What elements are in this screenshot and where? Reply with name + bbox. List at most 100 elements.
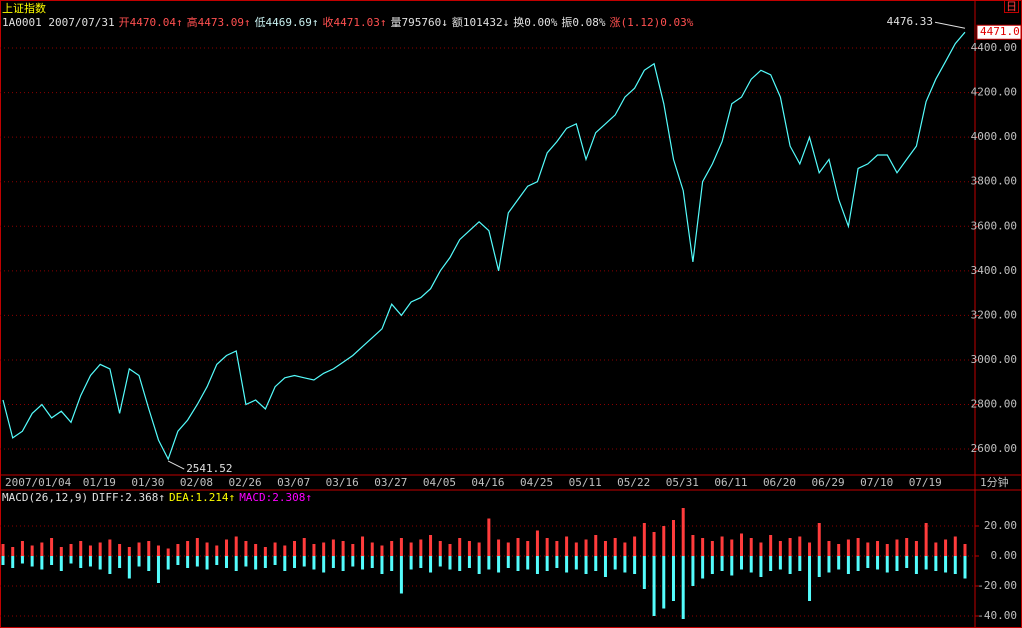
macd-bar xyxy=(399,556,403,594)
macd-bar xyxy=(176,544,180,556)
macd-bar xyxy=(944,556,948,573)
macd-bar xyxy=(565,536,569,556)
macd-bar xyxy=(429,556,433,573)
y-tick-label: 0.00 xyxy=(991,549,1018,562)
x-tick-label: 03/27 xyxy=(374,476,407,489)
macd-bar xyxy=(322,556,326,573)
macd-bar xyxy=(147,556,151,571)
macd-bar xyxy=(244,541,248,556)
macd-bar xyxy=(953,536,957,556)
info-item: 低4469.69↑ xyxy=(254,16,319,29)
macd-bar xyxy=(50,538,54,556)
macd-bar xyxy=(215,545,219,556)
macd-bar xyxy=(769,535,773,556)
macd-bar xyxy=(409,542,413,556)
y-tick-label: 4400.00 xyxy=(971,41,1017,54)
macd-bar xyxy=(419,556,423,568)
macd-bar xyxy=(467,556,471,568)
leader xyxy=(934,21,966,29)
y-tick-label: 3400.00 xyxy=(971,264,1017,277)
macd-bar xyxy=(390,556,394,571)
macd-bar xyxy=(293,556,297,568)
macd-bar xyxy=(788,538,792,556)
y-tick-label: 2800.00 xyxy=(971,397,1017,410)
macd-bar xyxy=(720,536,724,556)
x-tick-label: 04/25 xyxy=(520,476,553,489)
macd-bar xyxy=(302,556,306,567)
macd-bar xyxy=(924,556,928,570)
macd-bar xyxy=(322,542,326,556)
macd-bar xyxy=(584,556,588,574)
y-tick-label: 3600.00 xyxy=(971,219,1017,232)
macd-bar xyxy=(778,556,782,570)
macd-bar xyxy=(137,556,141,567)
macd-bar xyxy=(642,556,646,589)
macd-bar xyxy=(671,520,675,556)
y-tick-label: -20.00 xyxy=(977,579,1017,592)
last-price-box xyxy=(976,24,1022,40)
macd-bar xyxy=(526,556,530,570)
macd-bar xyxy=(166,556,170,570)
macd-bar xyxy=(263,556,267,568)
macd-bar xyxy=(808,556,812,601)
macd-bar xyxy=(98,542,102,556)
macd-bar xyxy=(701,538,705,556)
x-tick-label: 04/05 xyxy=(423,476,456,489)
macd-header: MACD(26,12,9) DIFF:2.368↑ DEA:1.214↑ MACD:2… xyxy=(2,491,316,504)
macd-bar xyxy=(361,556,365,570)
macd-bar xyxy=(516,556,520,571)
macd-bar xyxy=(846,539,850,556)
macd-bar xyxy=(224,539,228,556)
macd-bar xyxy=(59,547,63,556)
macd-bar xyxy=(244,556,248,567)
macd-bar xyxy=(234,536,238,556)
macd-bar xyxy=(613,538,617,556)
macd-bar xyxy=(254,556,258,570)
min-label: 2541.52 xyxy=(186,462,232,475)
macd-bar xyxy=(50,556,54,565)
macd-bar xyxy=(156,556,160,583)
macd-bar xyxy=(633,556,637,574)
macd-bar xyxy=(438,541,442,556)
macd-bar xyxy=(390,541,394,556)
period-icon[interactable]: 日 xyxy=(1004,0,1019,13)
macd-bar xyxy=(710,541,714,556)
macd-bar xyxy=(691,556,695,586)
macd-bar xyxy=(905,556,909,568)
macd-bar xyxy=(633,536,637,556)
last-price: 4471.0 xyxy=(980,25,1020,38)
macd-bar xyxy=(293,541,297,556)
macd-bar xyxy=(934,556,938,571)
macd-bar xyxy=(341,541,345,556)
macd-bar xyxy=(477,542,481,556)
macd-bar xyxy=(458,556,462,571)
macd-bar xyxy=(740,533,744,556)
macd-bar xyxy=(361,536,365,556)
info-item: 1A0001 2007/07/31 xyxy=(2,16,115,29)
macd-bar xyxy=(331,556,335,568)
info-item: 涨(1.12)0.03% xyxy=(609,16,694,29)
macd-bar xyxy=(205,542,209,556)
macd-bar xyxy=(740,556,744,570)
macd-bar xyxy=(574,556,578,570)
leader xyxy=(167,460,185,470)
macd-bar xyxy=(351,556,355,567)
macd-bar xyxy=(506,556,510,568)
macd-bar xyxy=(176,556,180,565)
macd-bar xyxy=(224,556,228,568)
macd-bar xyxy=(953,556,957,574)
macd-bar xyxy=(535,530,539,556)
macd-bar xyxy=(749,556,753,573)
macd-bar xyxy=(603,541,607,556)
macd-bar xyxy=(623,556,627,573)
macd-bar xyxy=(817,523,821,556)
price-line xyxy=(2,31,966,461)
macd-bar xyxy=(409,556,413,570)
macd-bar xyxy=(623,542,627,556)
x-tick-label: 05/11 xyxy=(569,476,602,489)
macd-bar xyxy=(856,556,860,571)
macd-bar xyxy=(108,539,112,556)
macd-bar xyxy=(885,544,889,556)
macd-bar xyxy=(40,556,44,570)
